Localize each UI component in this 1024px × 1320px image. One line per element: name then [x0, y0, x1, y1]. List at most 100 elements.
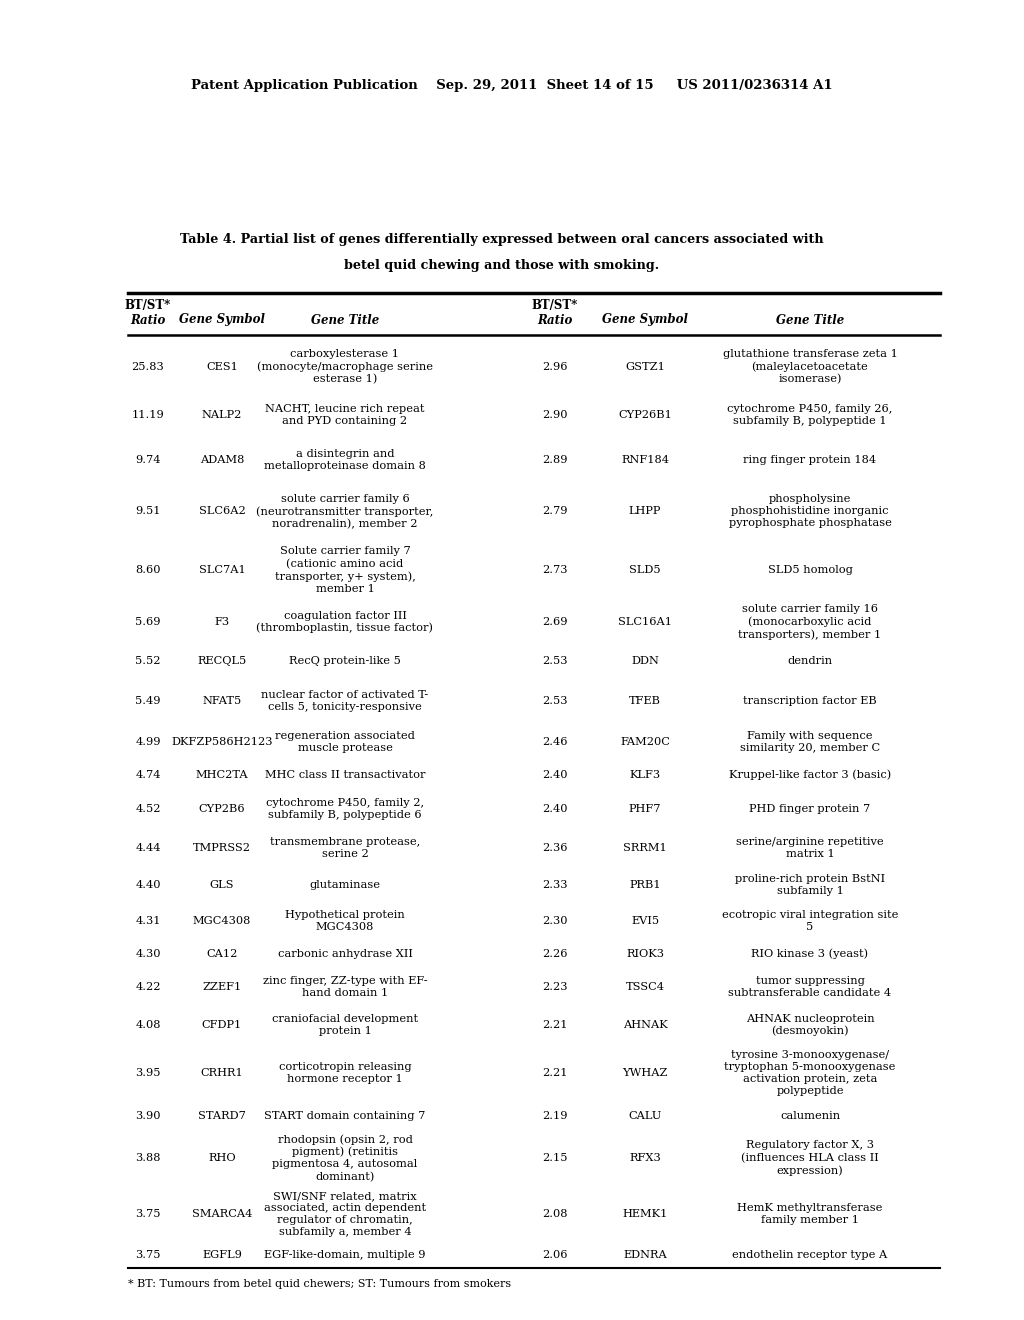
Text: CYP26B1: CYP26B1	[618, 411, 672, 420]
Text: CYP2B6: CYP2B6	[199, 804, 246, 814]
Text: CALU: CALU	[629, 1111, 662, 1121]
Text: 2.46: 2.46	[543, 737, 567, 747]
Text: solute carrier family 16
(monocarboxylic acid
transporters), member 1: solute carrier family 16 (monocarboxylic…	[738, 605, 882, 640]
Text: Solute carrier family 7
(cationic amino acid
transporter, y+ system),
member 1: Solute carrier family 7 (cationic amino …	[274, 546, 416, 594]
Text: RIOK3: RIOK3	[626, 949, 664, 960]
Text: SLD5: SLD5	[629, 565, 660, 576]
Text: TMPRSS2: TMPRSS2	[193, 843, 251, 853]
Text: 2.33: 2.33	[543, 879, 567, 890]
Text: cytochrome P450, family 26,
subfamily B, polypeptide 1: cytochrome P450, family 26, subfamily B,…	[727, 404, 893, 426]
Text: zinc finger, ZZ-type with EF-
hand domain 1: zinc finger, ZZ-type with EF- hand domai…	[263, 975, 427, 998]
Text: coagulation factor III
(thromboplastin, tissue factor): coagulation factor III (thromboplastin, …	[256, 611, 433, 634]
Text: Ratio: Ratio	[130, 314, 166, 326]
Text: BT/ST*: BT/ST*	[125, 298, 171, 312]
Text: EVI5: EVI5	[631, 916, 659, 927]
Text: GSTZ1: GSTZ1	[625, 362, 665, 371]
Text: 4.31: 4.31	[135, 916, 161, 927]
Text: EGF-like-domain, multiple 9: EGF-like-domain, multiple 9	[264, 1250, 426, 1261]
Text: Regulatory factor X, 3
(influences HLA class II
expression): Regulatory factor X, 3 (influences HLA c…	[741, 1140, 879, 1176]
Text: 4.22: 4.22	[135, 982, 161, 993]
Text: 2.73: 2.73	[543, 565, 567, 576]
Text: 5.49: 5.49	[135, 696, 161, 705]
Text: craniofacial development
protein 1: craniofacial development protein 1	[272, 1014, 418, 1036]
Text: RIO kinase 3 (yeast): RIO kinase 3 (yeast)	[752, 949, 868, 960]
Text: SWI/SNF related, matrix
associated, actin dependent
regulator of chromatin,
subf: SWI/SNF related, matrix associated, acti…	[264, 1191, 426, 1237]
Text: Gene Title: Gene Title	[311, 314, 379, 326]
Text: Ratio: Ratio	[538, 314, 572, 326]
Text: SLD5 homolog: SLD5 homolog	[768, 565, 852, 576]
Text: AHNAK: AHNAK	[623, 1020, 668, 1030]
Text: CES1: CES1	[206, 362, 238, 371]
Text: 2.26: 2.26	[543, 949, 567, 960]
Text: PHD finger protein 7: PHD finger protein 7	[750, 804, 870, 814]
Text: 2.69: 2.69	[543, 616, 567, 627]
Text: 2.08: 2.08	[543, 1209, 567, 1218]
Text: ring finger protein 184: ring finger protein 184	[743, 455, 877, 465]
Text: solute carrier family 6
(neurotransmitter transporter,
noradrenalin), member 2: solute carrier family 6 (neurotransmitte…	[256, 494, 434, 529]
Text: Kruppel-like factor 3 (basic): Kruppel-like factor 3 (basic)	[729, 770, 891, 780]
Text: 2.53: 2.53	[543, 656, 567, 665]
Text: 25.83: 25.83	[132, 362, 165, 371]
Text: DKFZP586H2123: DKFZP586H2123	[171, 737, 272, 747]
Text: proline-rich protein BstNI
subfamily 1: proline-rich protein BstNI subfamily 1	[735, 874, 885, 895]
Text: CA12: CA12	[206, 949, 238, 960]
Text: 2.19: 2.19	[543, 1111, 567, 1121]
Text: RFX3: RFX3	[629, 1152, 660, 1163]
Text: SLC7A1: SLC7A1	[199, 565, 246, 576]
Text: 3.75: 3.75	[135, 1250, 161, 1261]
Text: CFDP1: CFDP1	[202, 1020, 242, 1030]
Text: Family with sequence
similarity 20, member C: Family with sequence similarity 20, memb…	[740, 731, 880, 752]
Text: Gene Symbol: Gene Symbol	[602, 314, 688, 326]
Text: STARD7: STARD7	[198, 1111, 246, 1121]
Text: nuclear factor of activated T-
cells 5, tonicity-responsive: nuclear factor of activated T- cells 5, …	[261, 689, 429, 711]
Text: 2.40: 2.40	[543, 770, 567, 780]
Text: Gene Title: Gene Title	[776, 314, 844, 326]
Text: betel quid chewing and those with smoking.: betel quid chewing and those with smokin…	[344, 259, 659, 272]
Text: 4.40: 4.40	[135, 879, 161, 890]
Text: KLF3: KLF3	[630, 770, 660, 780]
Text: Patent Application Publication    Sep. 29, 2011  Sheet 14 of 15     US 2011/0236: Patent Application Publication Sep. 29, …	[191, 78, 833, 91]
Text: 4.52: 4.52	[135, 804, 161, 814]
Text: 3.88: 3.88	[135, 1152, 161, 1163]
Text: PHF7: PHF7	[629, 804, 662, 814]
Text: carbonic anhydrase XII: carbonic anhydrase XII	[278, 949, 413, 960]
Text: ADAM8: ADAM8	[200, 455, 244, 465]
Text: PRB1: PRB1	[629, 879, 660, 890]
Text: F3: F3	[214, 616, 229, 627]
Text: 2.89: 2.89	[543, 455, 567, 465]
Text: dendrin: dendrin	[787, 656, 833, 665]
Text: TFEB: TFEB	[629, 696, 662, 705]
Text: endothelin receptor type A: endothelin receptor type A	[732, 1250, 888, 1261]
Text: regeneration associated
muscle protease: regeneration associated muscle protease	[275, 731, 415, 752]
Text: 11.19: 11.19	[132, 411, 165, 420]
Text: RecQ protein-like 5: RecQ protein-like 5	[289, 656, 401, 665]
Text: AHNAK nucleoprotein
(desmoyokin): AHNAK nucleoprotein (desmoyokin)	[745, 1014, 874, 1036]
Text: glutaminase: glutaminase	[309, 879, 381, 890]
Text: calumenin: calumenin	[780, 1111, 840, 1121]
Text: 4.99: 4.99	[135, 737, 161, 747]
Text: Gene Symbol: Gene Symbol	[179, 314, 265, 326]
Text: ecotropic viral integration site
5: ecotropic viral integration site 5	[722, 909, 898, 932]
Text: YWHAZ: YWHAZ	[623, 1068, 668, 1078]
Text: TSSC4: TSSC4	[626, 982, 665, 993]
Text: ZZEF1: ZZEF1	[203, 982, 242, 993]
Text: tyrosine 3-monooxygenase/
tryptophan 5-monooxygenase
activation protein, zeta
po: tyrosine 3-monooxygenase/ tryptophan 5-m…	[724, 1049, 896, 1096]
Text: 3.90: 3.90	[135, 1111, 161, 1121]
Text: 9.74: 9.74	[135, 455, 161, 465]
Text: GLS: GLS	[210, 879, 234, 890]
Text: NACHT, leucine rich repeat
and PYD containing 2: NACHT, leucine rich repeat and PYD conta…	[265, 404, 425, 426]
Text: SLC16A1: SLC16A1	[618, 616, 672, 627]
Text: carboxylesterase 1
(monocyte/macrophage serine
esterase 1): carboxylesterase 1 (monocyte/macrophage …	[257, 348, 433, 384]
Text: EGFL9: EGFL9	[202, 1250, 242, 1261]
Text: RECQL5: RECQL5	[198, 656, 247, 665]
Text: 9.51: 9.51	[135, 507, 161, 516]
Text: transmembrane protease,
serine 2: transmembrane protease, serine 2	[270, 837, 420, 859]
Text: serine/arginine repetitive
matrix 1: serine/arginine repetitive matrix 1	[736, 837, 884, 859]
Text: corticotropin releasing
hormone receptor 1: corticotropin releasing hormone receptor…	[279, 1063, 412, 1084]
Text: NALP2: NALP2	[202, 411, 243, 420]
Text: RHO: RHO	[208, 1152, 236, 1163]
Text: 3.75: 3.75	[135, 1209, 161, 1218]
Text: 2.90: 2.90	[543, 411, 567, 420]
Text: 2.06: 2.06	[543, 1250, 567, 1261]
Text: 2.23: 2.23	[543, 982, 567, 993]
